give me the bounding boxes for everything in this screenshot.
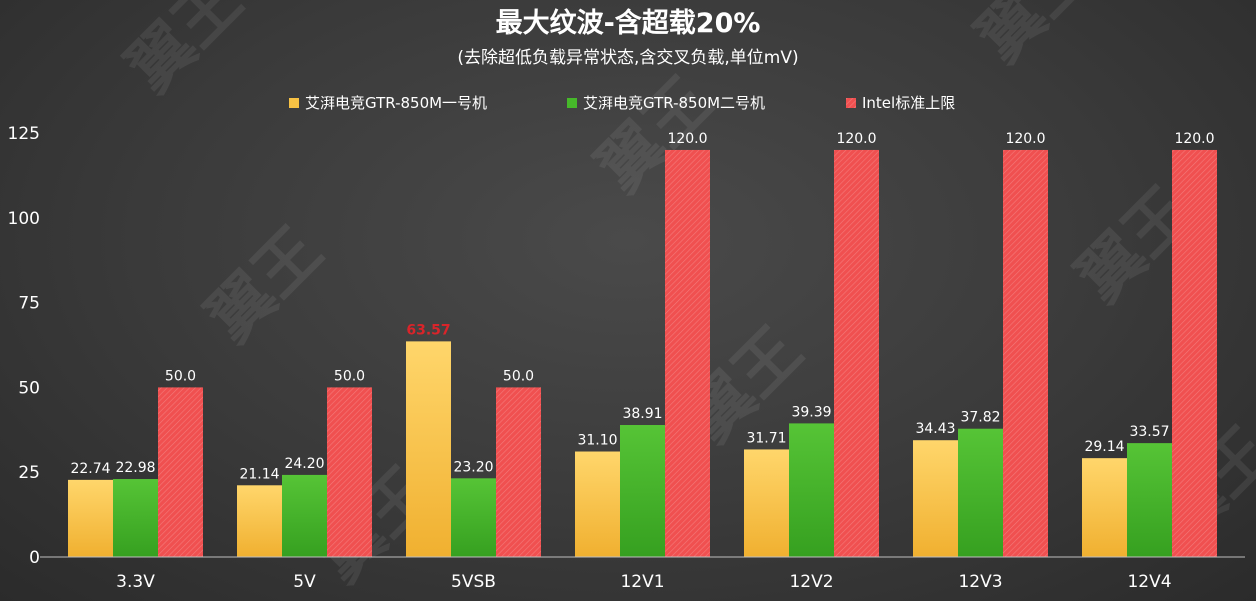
data-label: 22.74 [70,461,110,477]
data-label: 38.91 [622,406,662,422]
data-label: 37.82 [960,410,1000,426]
data-label: 33.57 [1129,424,1169,440]
legend-swatch [567,98,577,108]
chart-subtitle: (去除超低负载异常状态,含交叉负载,单位mV) [457,48,798,68]
y-tick-label: 75 [18,294,40,314]
y-tick-label: 125 [8,124,40,144]
y-tick-label: 100 [8,209,40,229]
x-axis: 3.3V 5V 5VSB 12V1 12V2 12V3 12V4 [116,572,1171,592]
x-tick-label: 12V4 [1127,572,1171,592]
x-tick-label: 5VSB [451,572,496,592]
x-tick-label: 12V1 [620,572,664,592]
bar [789,423,834,557]
bar [665,149,710,557]
bar [158,387,203,557]
legend-label: Intel标准上限 [862,94,955,112]
y-tick-label: 50 [18,378,40,398]
x-tick-label: 12V2 [789,572,833,592]
data-label: 39.39 [791,404,831,420]
watermark-text: 翼王 [114,0,257,107]
data-label: 31.71 [746,430,786,446]
bar [958,428,1003,557]
bar [406,341,451,557]
bar [496,387,541,557]
data-label: 120.0 [1005,131,1045,147]
watermark-text: 翼王 [194,214,337,357]
data-label: 50.0 [334,368,365,384]
bar [451,478,496,557]
bar [744,449,789,557]
data-label: 34.43 [915,421,955,437]
bar [1082,458,1127,557]
data-label: 120.0 [836,131,876,147]
data-label: 29.14 [1084,439,1124,455]
data-label: 50.0 [503,368,534,384]
bar [1172,149,1217,557]
x-tick-label: 3.3V [116,572,155,592]
data-label: 23.20 [453,459,493,475]
legend-label: 艾湃电竞GTR-850M一号机 [305,94,487,112]
data-label: 22.98 [115,460,155,476]
watermark-text: 翼王 [964,0,1107,77]
bar [113,479,158,557]
bar [68,479,113,557]
legend-label: 艾湃电竞GTR-850M二号机 [583,94,765,112]
legend-swatch [289,98,299,108]
bar [575,451,620,557]
data-label: 24.20 [284,456,324,472]
bar [282,474,327,557]
data-label: 120.0 [667,131,707,147]
bars: 22.74 22.98 50.0 21.14 24.20 50.0 63.57 23.20 50… [68,131,1217,557]
y-tick-label: 0 [29,548,40,568]
data-label: 50.0 [165,368,196,384]
legend-swatch [846,98,856,108]
data-label: 21.14 [239,466,279,482]
y-tick-label: 25 [18,463,40,483]
data-label: 31.10 [577,433,617,449]
chart-title: 最大纹波-含超载20% [496,7,761,39]
data-label: 120.0 [1174,131,1214,147]
bar [327,387,372,557]
x-tick-label: 12V3 [958,572,1002,592]
bar [834,149,879,557]
y-axis: 0 25 50 75 100 125 [8,124,40,568]
bar [913,440,958,557]
bar [237,485,282,557]
data-label: 63.57 [406,322,450,338]
bar [1003,149,1048,557]
x-tick-label: 5V [293,572,316,592]
bar [620,425,665,557]
bar [1127,443,1172,557]
legend: 艾湃电竞GTR-850M一号机 艾湃电竞GTR-850M二号机 Intel标准上限 [289,94,955,112]
